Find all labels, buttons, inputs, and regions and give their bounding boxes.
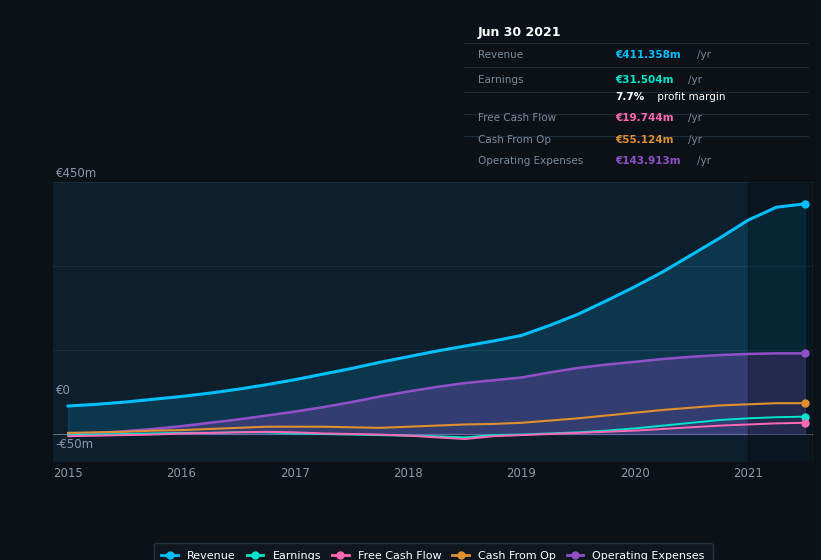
Text: €19.744m: €19.744m: [616, 113, 674, 123]
Text: Cash From Op: Cash From Op: [478, 135, 551, 145]
Text: €55.124m: €55.124m: [616, 135, 674, 145]
Legend: Revenue, Earnings, Free Cash Flow, Cash From Op, Operating Expenses: Revenue, Earnings, Free Cash Flow, Cash …: [154, 543, 713, 560]
Text: 7.7%: 7.7%: [616, 92, 644, 102]
Text: €0: €0: [56, 384, 71, 397]
Text: €31.504m: €31.504m: [616, 74, 674, 85]
Text: €450m: €450m: [56, 167, 97, 180]
Text: /yr: /yr: [696, 156, 711, 166]
Text: -€50m: -€50m: [56, 437, 94, 451]
Text: profit margin: profit margin: [654, 92, 725, 102]
Text: Jun 30 2021: Jun 30 2021: [478, 26, 562, 39]
Text: /yr: /yr: [688, 74, 702, 85]
Text: €411.358m: €411.358m: [616, 50, 681, 60]
Text: €143.913m: €143.913m: [616, 156, 681, 166]
Text: Earnings: Earnings: [478, 74, 523, 85]
Text: /yr: /yr: [688, 113, 702, 123]
Text: /yr: /yr: [688, 135, 702, 145]
Text: Free Cash Flow: Free Cash Flow: [478, 113, 556, 123]
Text: /yr: /yr: [696, 50, 711, 60]
Bar: [748, 182, 810, 462]
Text: Operating Expenses: Operating Expenses: [478, 156, 583, 166]
Text: Revenue: Revenue: [478, 50, 523, 60]
